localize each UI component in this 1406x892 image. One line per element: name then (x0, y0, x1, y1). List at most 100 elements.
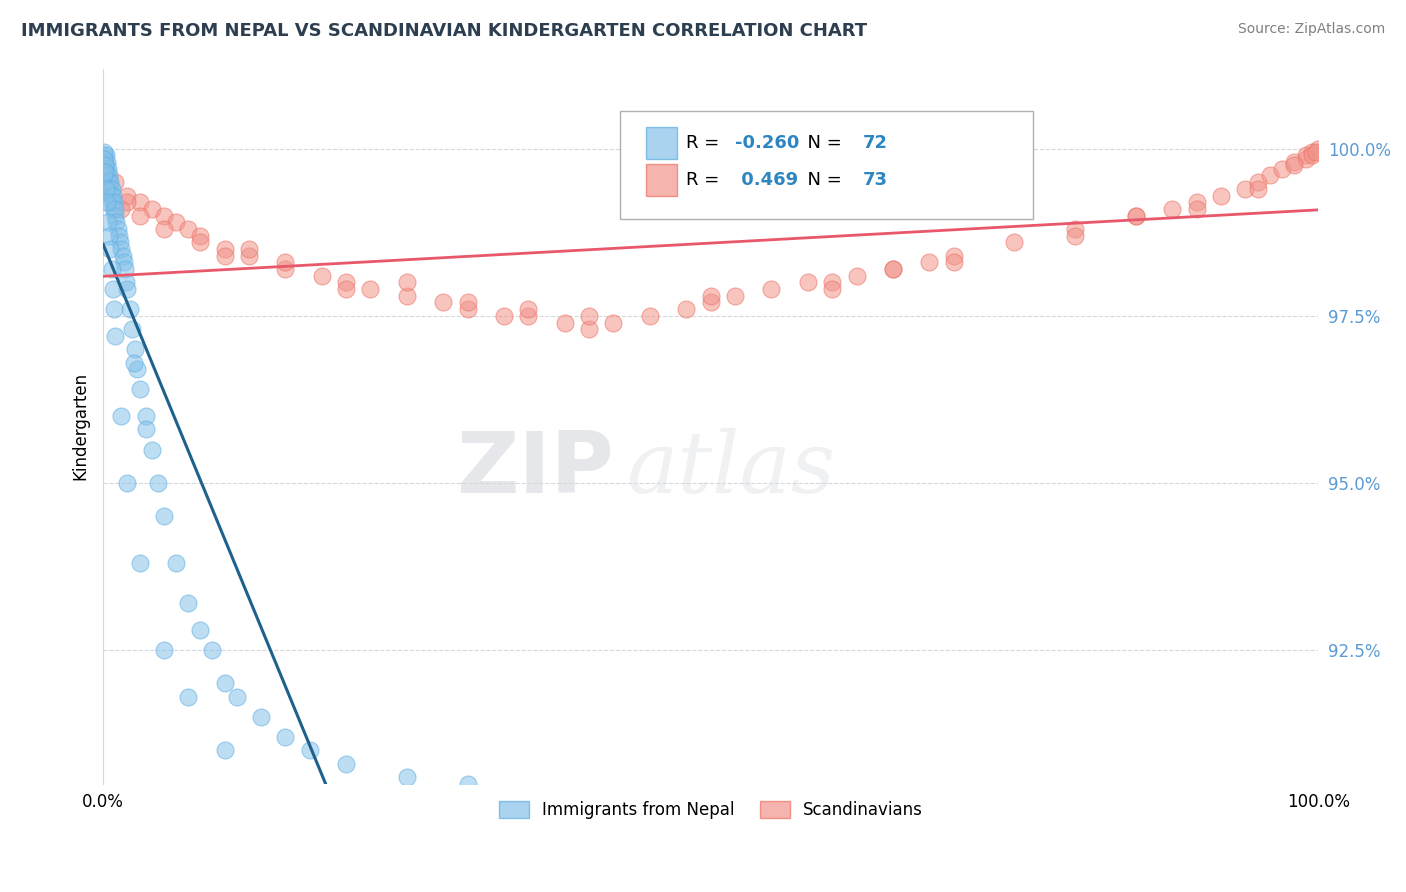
Text: N =: N = (796, 170, 848, 189)
Point (177, 596, 200, 610)
Point (724, 289, 747, 303)
Point (1301, 145, 1323, 159)
Point (108, 235, 131, 250)
Point (214, 743, 236, 757)
Point (882, 262, 904, 277)
Point (1185, 202, 1208, 216)
Point (1301, 148, 1323, 162)
Point (918, 255, 941, 269)
Point (675, 302, 697, 317)
Point (517, 302, 540, 317)
Point (110, 409, 132, 423)
Point (117, 475, 139, 490)
Point (1004, 235, 1026, 250)
Point (457, 295, 479, 310)
Point (103, 202, 125, 216)
Point (699, 295, 721, 310)
Point (298, 743, 321, 757)
Point (117, 188, 139, 202)
Point (188, 235, 211, 250)
Point (761, 282, 783, 296)
Point (93, 145, 115, 159)
Point (108, 228, 131, 243)
Point (104, 202, 127, 216)
Point (153, 222, 176, 236)
Point (1271, 161, 1294, 176)
Point (97, 161, 120, 176)
Point (135, 422, 157, 436)
Text: R =: R = (686, 135, 725, 153)
Point (797, 276, 820, 290)
Point (128, 383, 150, 397)
Point (107, 222, 129, 236)
Point (165, 556, 187, 570)
Point (100, 242, 122, 256)
Point (578, 309, 600, 323)
Point (121, 322, 143, 336)
Point (96, 155, 118, 169)
Point (494, 309, 516, 323)
Point (1209, 188, 1232, 202)
Point (1282, 158, 1305, 172)
Point (201, 643, 224, 657)
Point (100, 188, 122, 202)
Point (128, 209, 150, 223)
Point (1308, 142, 1330, 156)
Point (1246, 182, 1268, 196)
Point (188, 228, 211, 243)
Point (432, 295, 454, 310)
Point (104, 209, 127, 223)
Point (94, 148, 117, 162)
Point (311, 268, 333, 283)
Point (115, 276, 138, 290)
Text: 73: 73 (863, 170, 887, 189)
Point (1305, 145, 1327, 159)
Point (124, 343, 146, 357)
Point (97, 215, 120, 229)
Point (821, 276, 844, 290)
Point (1258, 169, 1281, 183)
Point (141, 442, 163, 457)
Point (274, 730, 297, 744)
FancyBboxPatch shape (647, 128, 676, 160)
Point (1064, 228, 1087, 243)
Point (96, 161, 118, 176)
Point (93, 158, 115, 172)
Point (117, 195, 139, 210)
Point (1185, 195, 1208, 210)
Point (395, 276, 418, 290)
Point (153, 643, 176, 657)
Point (101, 282, 124, 296)
Point (94, 155, 117, 169)
Point (188, 623, 211, 637)
Point (103, 302, 125, 317)
Point (101, 188, 124, 202)
Point (122, 356, 145, 370)
Point (93, 169, 115, 183)
Text: Source: ZipAtlas.com: Source: ZipAtlas.com (1237, 22, 1385, 37)
Point (225, 690, 247, 704)
Point (101, 195, 124, 210)
Point (1125, 209, 1147, 223)
Point (214, 242, 236, 256)
Point (141, 202, 163, 216)
FancyBboxPatch shape (620, 112, 1033, 219)
Text: 72: 72 (863, 135, 887, 153)
Point (335, 756, 357, 771)
Point (335, 282, 357, 296)
Text: atlas: atlas (626, 427, 835, 510)
Point (335, 276, 357, 290)
Point (96, 169, 118, 183)
Point (104, 329, 127, 343)
Point (105, 215, 128, 229)
Point (602, 316, 624, 330)
Point (146, 475, 169, 490)
Point (395, 289, 418, 303)
Point (110, 242, 132, 256)
Point (274, 262, 297, 277)
Point (117, 282, 139, 296)
Point (118, 302, 141, 317)
Point (1125, 209, 1147, 223)
Point (93, 152, 115, 166)
Point (238, 249, 260, 263)
